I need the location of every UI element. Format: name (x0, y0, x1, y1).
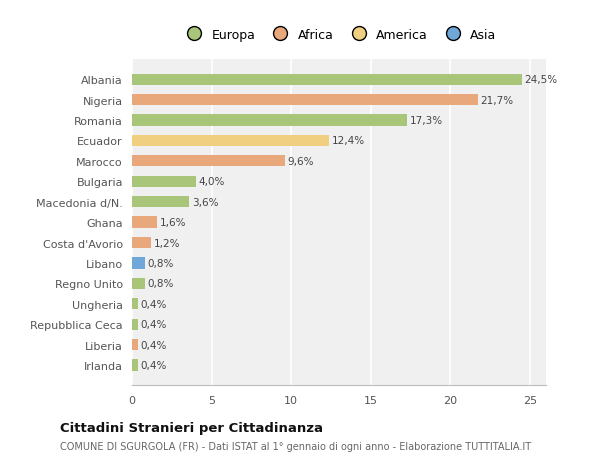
Bar (132, 359, 139, 371)
Text: 0,4%: 0,4% (141, 340, 167, 350)
Bar (132, 237, 151, 249)
Text: 17,3%: 17,3% (410, 116, 443, 126)
Text: 0,4%: 0,4% (141, 360, 167, 370)
Bar (132, 115, 407, 126)
Text: 3,6%: 3,6% (192, 197, 218, 207)
Legend: Europa, Africa, America, Asia: Europa, Africa, America, Asia (176, 23, 502, 46)
Text: 0,4%: 0,4% (141, 319, 167, 330)
Text: 4,0%: 4,0% (198, 177, 224, 187)
Text: 9,6%: 9,6% (287, 157, 314, 167)
Bar (132, 176, 196, 187)
Bar (132, 319, 139, 330)
Bar (132, 135, 329, 147)
Bar (132, 196, 190, 208)
Bar (132, 298, 139, 310)
Text: 12,4%: 12,4% (332, 136, 365, 146)
Text: 21,7%: 21,7% (480, 95, 513, 106)
Bar (132, 74, 522, 86)
Text: Cittadini Stranieri per Cittadinanza: Cittadini Stranieri per Cittadinanza (60, 421, 323, 434)
Bar (132, 258, 145, 269)
Text: 0,8%: 0,8% (147, 279, 173, 289)
Text: 1,6%: 1,6% (160, 218, 187, 228)
Text: 24,5%: 24,5% (524, 75, 557, 85)
Text: 0,8%: 0,8% (147, 258, 173, 269)
Bar (132, 156, 285, 167)
Bar (132, 339, 139, 350)
Bar (132, 278, 145, 289)
Text: 0,4%: 0,4% (141, 299, 167, 309)
Text: COMUNE DI SGURGOLA (FR) - Dati ISTAT al 1° gennaio di ogni anno - Elaborazione T: COMUNE DI SGURGOLA (FR) - Dati ISTAT al … (60, 441, 531, 451)
Bar (132, 217, 157, 228)
Text: 1,2%: 1,2% (154, 238, 180, 248)
Bar (132, 95, 478, 106)
